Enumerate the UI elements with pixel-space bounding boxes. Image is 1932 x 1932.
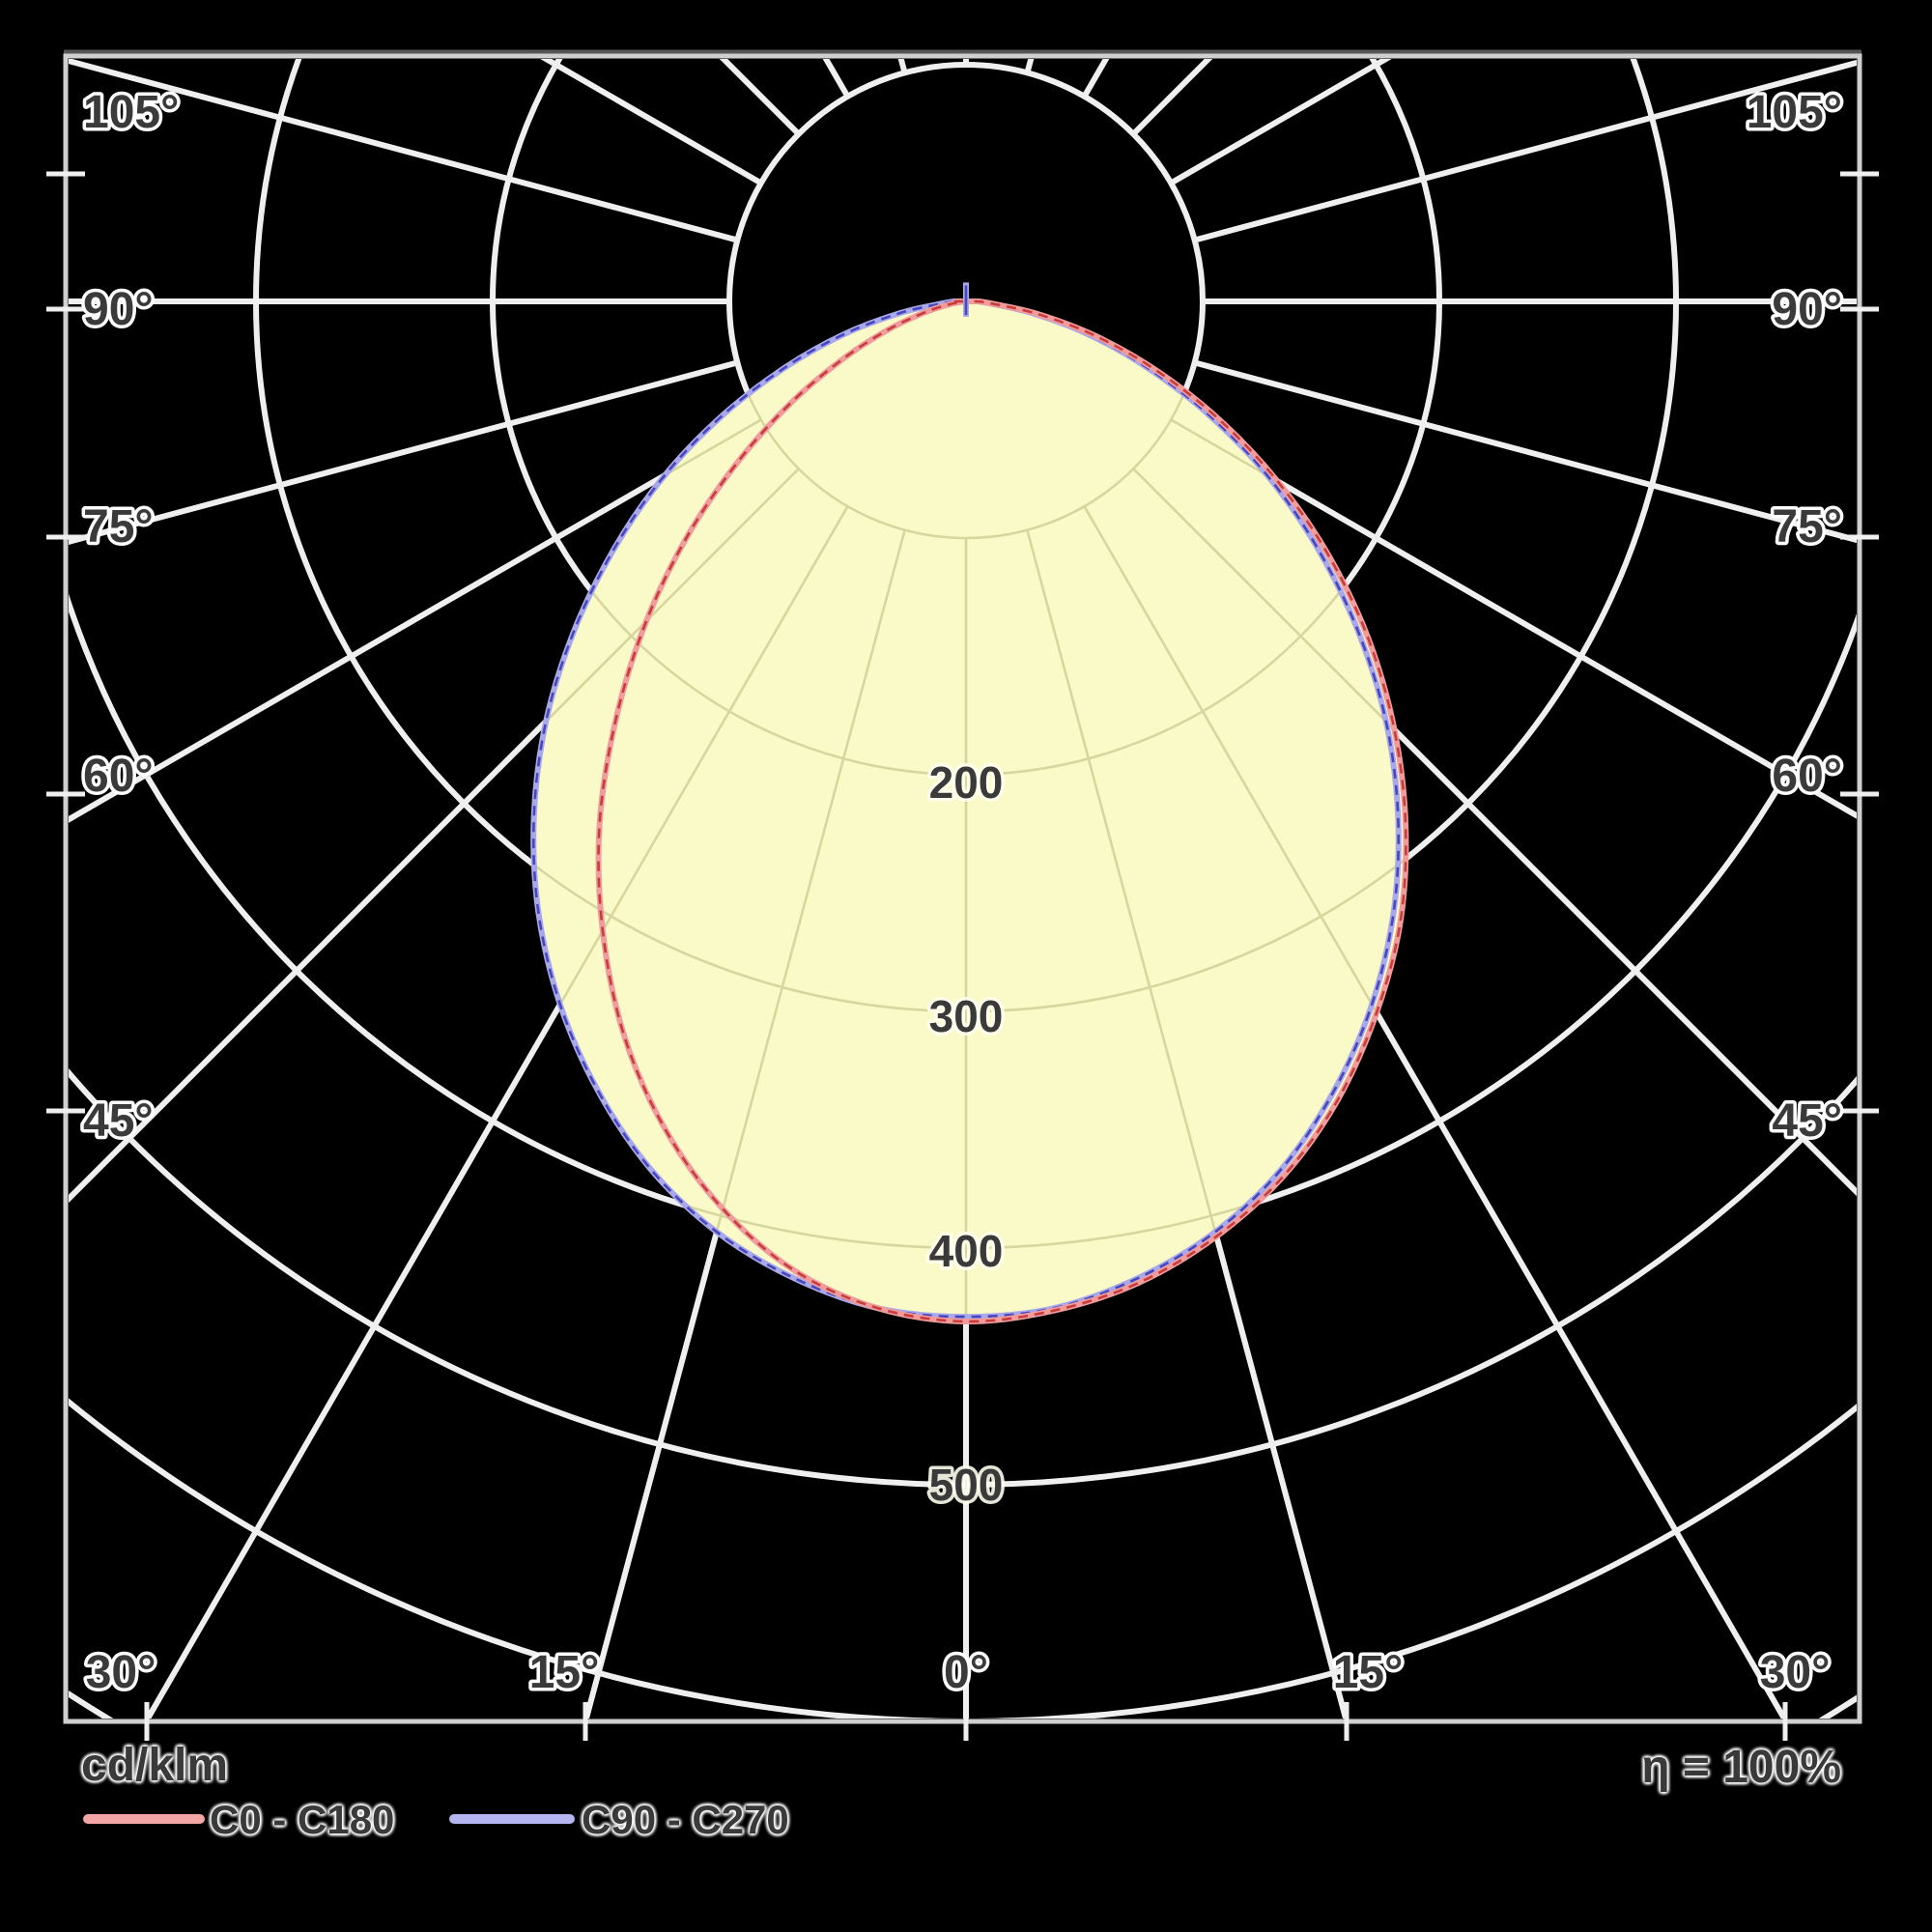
polar-grid-ray [897, 59, 908, 74]
angle-label-bottom: 0° [944, 1647, 988, 1698]
angle-label-right: 105° [1747, 87, 1842, 138]
polar-grid-ray [366, 0, 905, 72]
polar-grid-ray [1081, 59, 1110, 99]
ring-value-label: 300 [929, 991, 1004, 1041]
polar-grid-ray [822, 59, 851, 99]
legend-label-c0-c180: C0 - C180 [210, 1797, 395, 1842]
angle-label-left: 45° [83, 1095, 154, 1147]
angle-label-left: 60° [83, 751, 154, 802]
legend-swatch-c0-c180 [83, 1814, 205, 1824]
polar-grid-ray [69, 59, 739, 243]
unit-label: cd/klm [81, 1740, 229, 1791]
legend-swatch-c90-c270 [449, 1814, 575, 1824]
curve-c0-c180 [597, 299, 1407, 1323]
polar-grid-ray [1085, 0, 1932, 97]
polar-grid-ray [533, 505, 849, 1322]
angle-label-right: 75° [1772, 501, 1842, 553]
ring-value-label: 200 [929, 757, 1004, 808]
angle-label-bottom: 15° [529, 1647, 600, 1698]
polar-grid-ray [1027, 0, 1566, 72]
polar-grid-ray [69, 359, 739, 546]
angle-label-bottom: 15° [1333, 1647, 1404, 1698]
curve-c90-c270 [531, 299, 1401, 1319]
polar-grid-ray [1132, 468, 1406, 1322]
polar-grid-ray [69, 416, 763, 823]
polar-grid-ray [1024, 59, 1035, 74]
polar-grid-ray [1169, 416, 1857, 819]
angle-label-left: 105° [83, 87, 179, 138]
chart-frame [63, 53, 1862, 1724]
curves [530, 282, 1409, 1325]
angle-label-bottom: 30° [86, 1647, 156, 1698]
polar-grid-ray [0, 0, 848, 97]
ring-value-label: 400 [929, 1226, 1004, 1276]
ring-value-label: 500 [929, 1460, 1004, 1510]
legend-label-c90-c270: C90 - C270 [582, 1797, 789, 1842]
polar-grid-ray [1193, 359, 1857, 544]
angle-label-right: 60° [1772, 751, 1842, 802]
polar-grid-ray [1193, 59, 1857, 243]
angle-label-left: 90° [83, 284, 154, 335]
solid-fill-c0-c180 [598, 300, 1406, 1322]
angle-label-left: 75° [83, 501, 154, 553]
photometric-solid [533, 300, 1406, 1322]
angle-label-right: 90° [1772, 284, 1842, 335]
efficiency-label: η = 100% [1641, 1742, 1841, 1793]
polar-grid-ray [1083, 505, 1406, 1322]
angle-label-bottom: 30° [1760, 1647, 1831, 1698]
polar-grid-ray [533, 529, 906, 1322]
polar-grid-ray [533, 468, 800, 1322]
polar-grid-ray [1026, 529, 1406, 1322]
angle-label-right: 45° [1772, 1095, 1842, 1147]
